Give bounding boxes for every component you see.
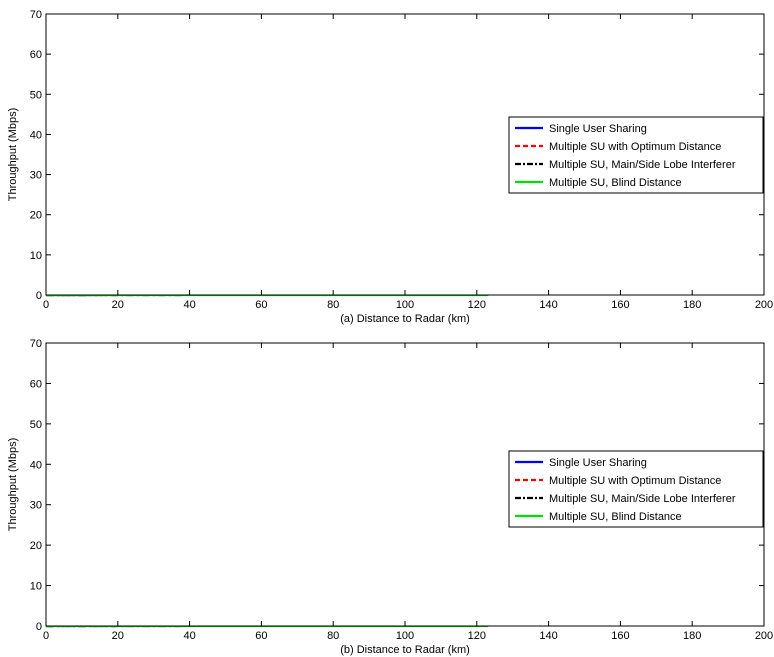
x-tick-label: 200 <box>755 630 773 642</box>
chart-panel-a: 0 20 40 60 80 100 120 140 160 180 200 0 10 20 30 40 50 60… <box>7 9 773 325</box>
x-tick-label: 120 <box>468 299 486 311</box>
legend: Single User Sharing Multiple SU with Opti… <box>508 116 764 194</box>
legend-entry-2: Multiple SU with Optimum Distance <box>549 475 721 487</box>
legend-entry-1: Single User Sharing <box>549 457 647 469</box>
x-tick-label: 40 <box>183 630 195 642</box>
legend-box <box>508 116 764 194</box>
y-tick-label: 70 <box>30 9 42 21</box>
x-tick-label: 100 <box>396 630 414 642</box>
y-tick-label: 50 <box>30 89 42 101</box>
y-tick-label: 60 <box>30 49 42 61</box>
x-tick-label: 60 <box>255 299 267 311</box>
x-tick-label: 160 <box>611 299 629 311</box>
y-tick-label: 0 <box>36 290 42 302</box>
x-tick-label: 180 <box>683 630 701 642</box>
y-tick-label: 40 <box>30 459 42 471</box>
x-tick-label: 140 <box>539 630 557 642</box>
x-tick-label: 0 <box>43 299 49 311</box>
legend-entry-1: Single User Sharing <box>549 123 647 135</box>
legend-entry-4: Multiple SU, Blind Distance <box>549 511 682 523</box>
y-tick-label: 30 <box>30 500 42 512</box>
x-tick-label: 200 <box>755 299 773 311</box>
y-axis-label: Throughput (Mbps) <box>7 108 19 202</box>
y-tick-label: 0 <box>36 621 42 633</box>
y-axis-label: Throughput (Mbps) <box>7 438 19 532</box>
x-tick-label: 20 <box>112 630 124 642</box>
x-axis-label: (b) Distance to Radar (km) <box>340 644 470 656</box>
y-tick-label: 10 <box>30 581 42 593</box>
y-tick-label: 60 <box>30 378 42 390</box>
y-tick-label: 50 <box>30 419 42 431</box>
x-tick-label: 40 <box>183 299 195 311</box>
x-tick-label: 20 <box>112 299 124 311</box>
x-tick-label: 160 <box>611 630 629 642</box>
y-tick-label: 40 <box>30 129 42 141</box>
y-tick-label: 20 <box>30 210 42 222</box>
x-tick-label: 140 <box>539 299 557 311</box>
x-tick-label: 80 <box>327 299 339 311</box>
x-tick-label: 120 <box>468 630 486 642</box>
y-tick-label: 10 <box>30 250 42 262</box>
x-tick-label: 100 <box>396 299 414 311</box>
x-tick-label: 0 <box>43 630 49 642</box>
legend-entry-2: Multiple SU with Optimum Distance <box>549 141 721 153</box>
chart-panel-b: 0 20 40 60 80 100 120 140 160 180 200 0 10 20 30 40 50 60… <box>7 338 773 656</box>
legend-entry-3: Multiple SU, Main/Side Lobe Interferer <box>549 493 736 505</box>
legend-entry-4: Multiple SU, Blind Distance <box>549 177 682 189</box>
x-tick-label: 80 <box>327 630 339 642</box>
y-tick-label: 30 <box>30 170 42 182</box>
legend-entry-3: Multiple SU, Main/Side Lobe Interferer <box>549 159 736 171</box>
x-axis-label: (a) Distance to Radar (km) <box>340 313 470 325</box>
y-tick-label: 70 <box>30 338 42 350</box>
x-tick-label: 180 <box>683 299 701 311</box>
legend-box <box>508 450 764 528</box>
x-tick-label: 60 <box>255 630 267 642</box>
y-tick-label: 20 <box>30 540 42 552</box>
legend: Single User Sharing Multiple SU with Opti… <box>508 450 764 528</box>
